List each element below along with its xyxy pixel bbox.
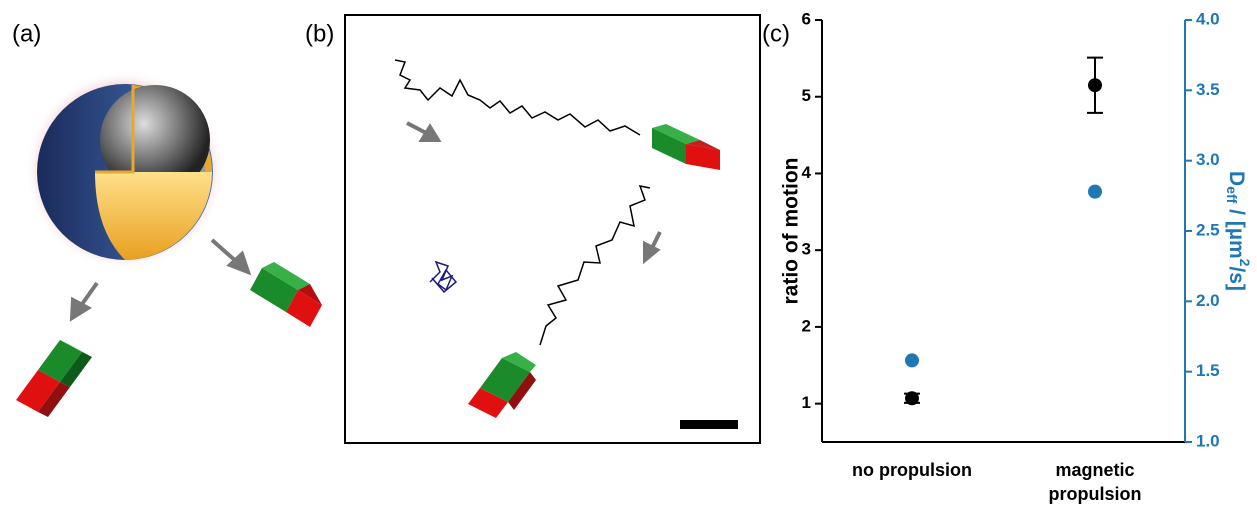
label-part: /s] [1225, 266, 1248, 291]
arrows [69, 121, 662, 322]
x-tick-label: magnetic propulsion [1048, 460, 1142, 504]
point [905, 391, 919, 406]
label-part: eff [1224, 186, 1240, 203]
y-axis-label: ratio of motion [780, 158, 803, 305]
y2-tick-label: 2.0 [1196, 291, 1220, 310]
y2-tick-label: 4.0 [1196, 9, 1220, 28]
y-tick-label: 1 [802, 393, 811, 412]
magnet [250, 262, 322, 327]
y2-tick-label: 3.0 [1196, 150, 1220, 169]
y2-tick-label: 3.5 [1196, 80, 1220, 99]
y2-axis-label: Deff / [µm2/s] [1224, 171, 1253, 291]
point [1088, 78, 1102, 93]
label-part: 2 [1237, 259, 1253, 267]
label-part: D [1225, 171, 1248, 186]
magnet [652, 124, 720, 170]
trajectory [429, 260, 458, 294]
panel-label: (a) [12, 20, 41, 47]
x-tick-label: no propulsion [852, 460, 972, 480]
point [1088, 184, 1102, 199]
y-tick-label: 2 [802, 316, 811, 335]
trajectory [394, 59, 641, 136]
y2-tick-label: 1.0 [1196, 431, 1220, 450]
trajectory [539, 185, 651, 346]
panel-label: (c) [762, 20, 790, 47]
y2-tick-label: 1.5 [1196, 361, 1220, 380]
y2-tick-label: 2.5 [1196, 220, 1220, 239]
panel-label: (b) [305, 20, 334, 47]
y-tick-label: 4 [802, 163, 812, 182]
particle [25, 70, 225, 270]
frame [344, 14, 761, 444]
magnet [16, 340, 92, 417]
y-tick-label: 3 [802, 240, 811, 259]
label-part: / [µm [1225, 203, 1248, 258]
y-tick-label: 6 [802, 9, 811, 28]
magnet [468, 352, 536, 418]
scale-bar [680, 420, 738, 429]
y-tick-label: 5 [802, 86, 811, 105]
point [905, 353, 919, 368]
